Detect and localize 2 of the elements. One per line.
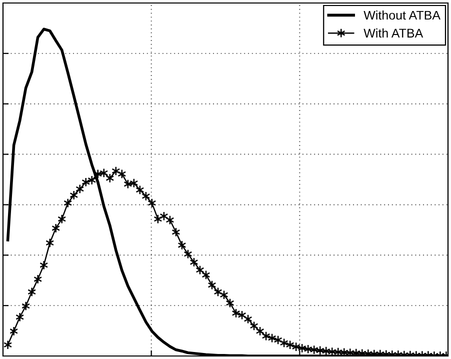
legend-label: With ATBA xyxy=(364,28,424,38)
legend-label: Without ATBA xyxy=(364,10,440,20)
